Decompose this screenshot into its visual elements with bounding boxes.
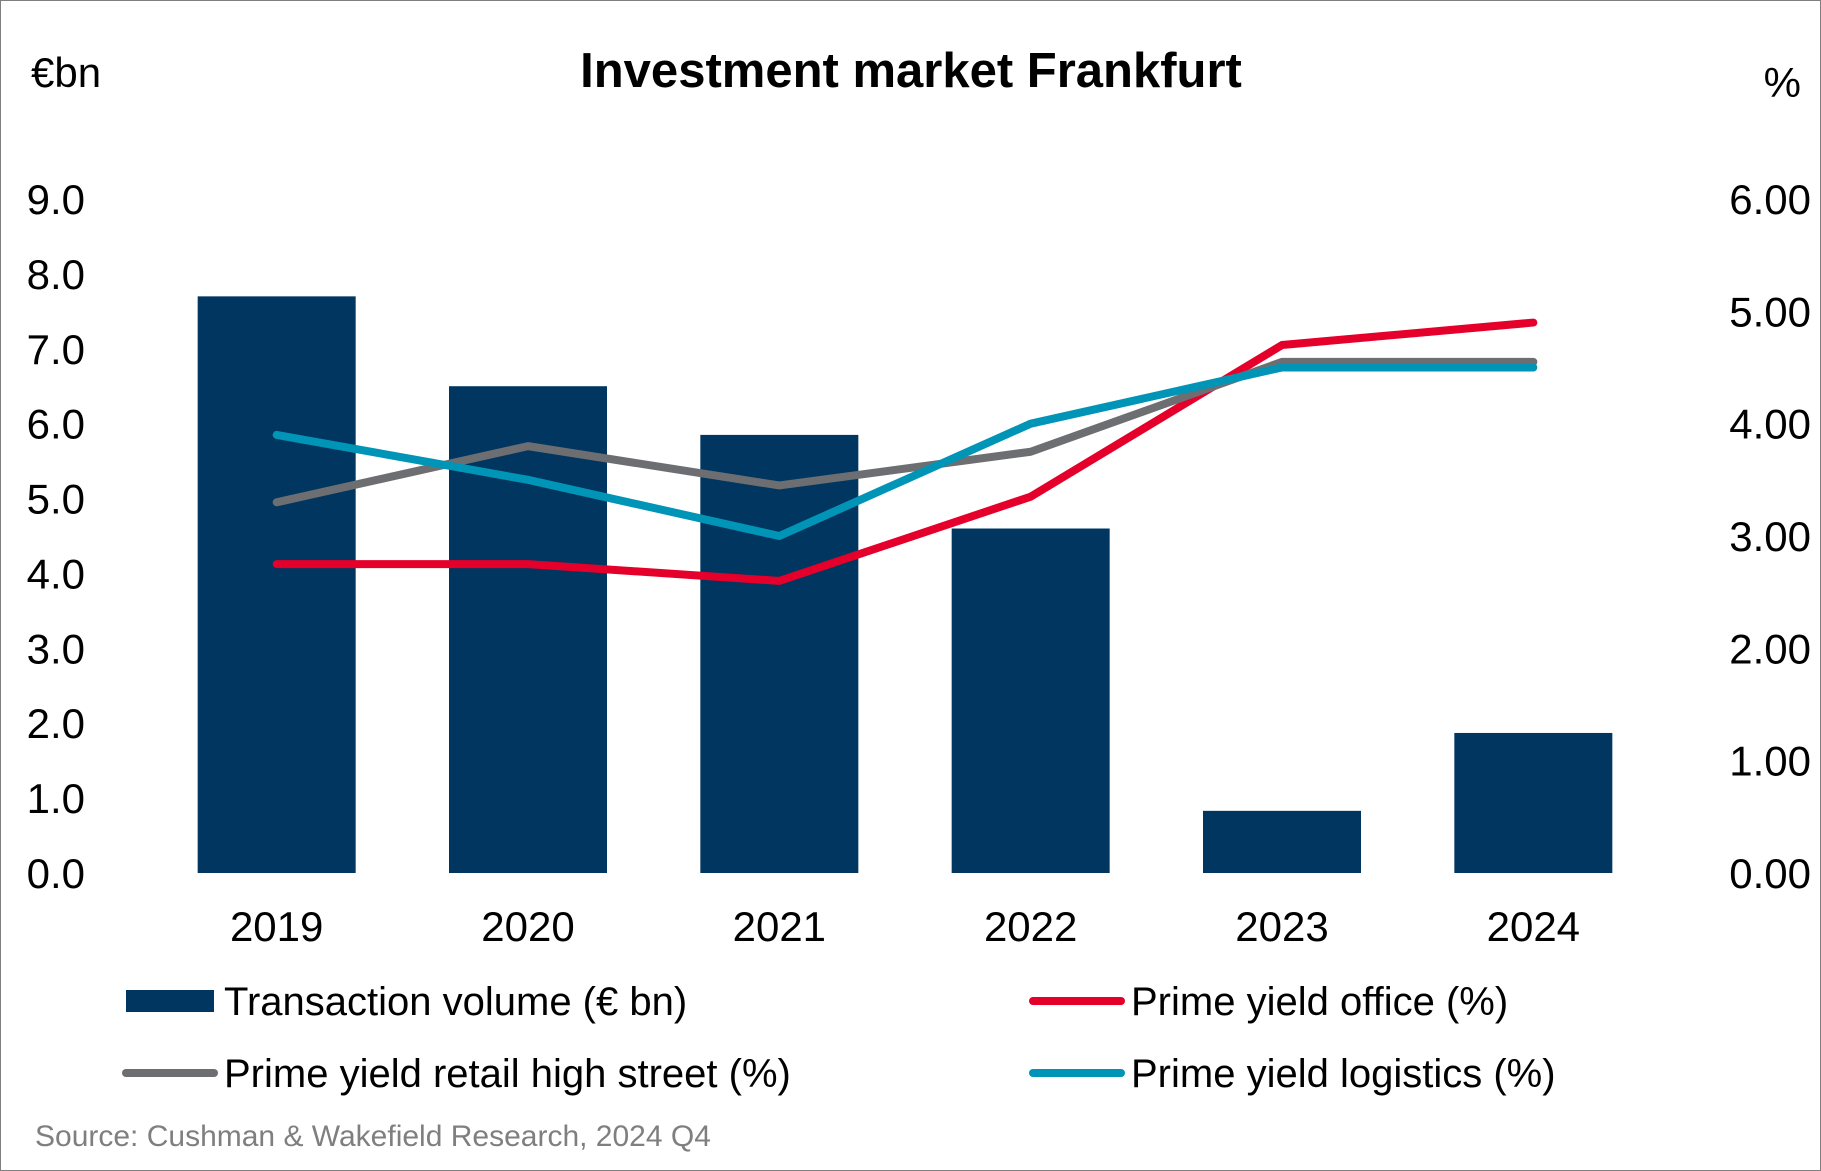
right-axis: 0.00 1.00 2.00 3.00 4.00 5.00 6.00 [1729, 176, 1811, 897]
legend-label-3: Prime yield retail high street (%) [224, 1052, 791, 1096]
right-tick-label: 0.00 [1729, 850, 1811, 897]
x-tick-label: 2023 [1235, 903, 1328, 950]
chart-title: Investment market Frankfurt [580, 44, 1242, 98]
x-tick-label: 2024 [1487, 903, 1580, 950]
x-tick-label: 2019 [230, 903, 323, 950]
bar-2024 [1454, 732, 1613, 873]
left-tick-label: 6.0 [27, 401, 85, 448]
right-tick-label: 4.00 [1729, 401, 1811, 448]
bar-2023 [1203, 810, 1361, 873]
x-tick-label: 2021 [733, 903, 826, 950]
bar-2022 [951, 528, 1110, 873]
left-tick-label: 8.0 [27, 251, 85, 298]
left-axis-unit: €bn [31, 49, 101, 96]
left-axis: 0.0 1.0 2.0 3.0 4.0 5.0 6.0 7.0 8.0 9.0 [27, 176, 85, 897]
x-tick-label: 2020 [481, 903, 574, 950]
left-tick-label: 0.0 [27, 850, 85, 897]
left-tick-label: 1.0 [27, 775, 85, 822]
right-tick-label: 6.00 [1729, 176, 1811, 223]
x-axis: 2019 2020 2021 2022 2023 2024 [230, 903, 1580, 950]
bar-2019 [197, 296, 356, 873]
line-series-3 [272, 363, 1538, 540]
right-tick-label: 1.00 [1729, 738, 1811, 785]
line-series-2 [272, 357, 1538, 507]
legend-label-1: Transaction volume (€ bn) [224, 980, 687, 1024]
right-tick-label: 3.00 [1729, 513, 1811, 560]
left-tick-label: 5.0 [27, 476, 85, 523]
legend-swatch-1 [126, 990, 214, 1012]
left-tick-label: 4.0 [27, 550, 85, 597]
left-tick-label: 2.0 [27, 700, 85, 747]
line-series-1 [272, 318, 1538, 585]
source-note: Source: Cushman & Wakefield Research, 20… [35, 1120, 711, 1153]
left-tick-label: 3.0 [27, 625, 85, 672]
right-tick-label: 2.00 [1729, 625, 1811, 672]
legend-label-2: Prime yield office (%) [1131, 980, 1508, 1024]
left-tick-label: 7.0 [27, 326, 85, 373]
bar-series [197, 296, 1613, 873]
legend: Transaction volume (€ bn) Prime yield off… [122, 980, 1556, 1096]
bar-2021 [700, 434, 859, 873]
line-series [272, 318, 1538, 585]
left-tick-label: 9.0 [27, 176, 85, 223]
right-tick-label: 5.00 [1729, 288, 1811, 335]
right-axis-unit: % [1764, 59, 1801, 106]
x-tick-label: 2022 [984, 903, 1077, 950]
legend-label-4: Prime yield logistics (%) [1131, 1052, 1556, 1096]
